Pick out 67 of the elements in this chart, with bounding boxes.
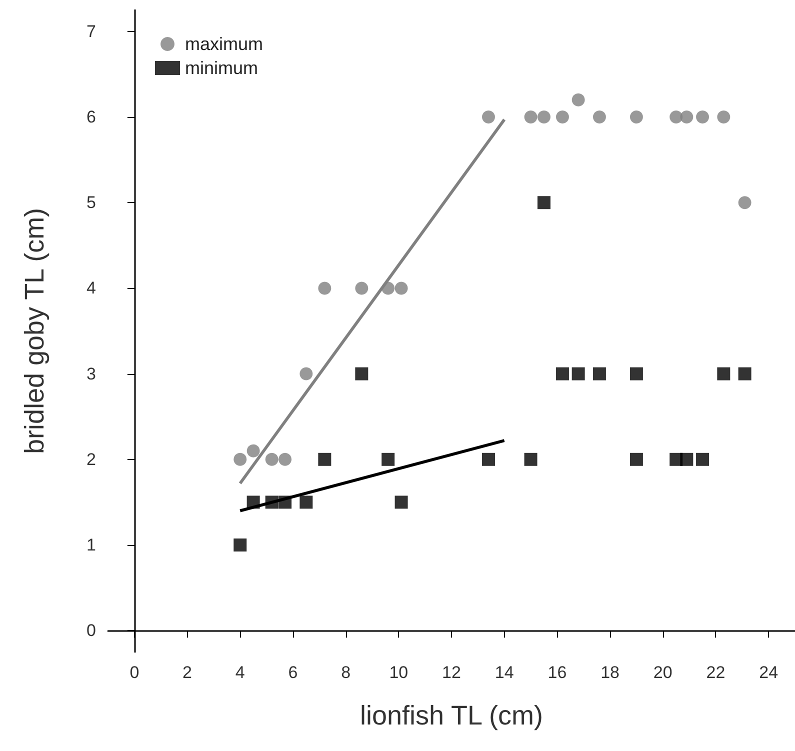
point — [572, 93, 585, 106]
x-tick-label: 16 — [548, 663, 567, 682]
y-tick-label: 2 — [86, 450, 96, 469]
y-tick-label: 7 — [86, 22, 96, 41]
point — [717, 367, 730, 380]
point — [556, 367, 569, 380]
y-tick-label: 5 — [86, 193, 96, 212]
point — [696, 110, 710, 124]
x-tick-label: 24 — [759, 663, 778, 682]
point — [524, 110, 538, 124]
x-tick-label: 12 — [442, 663, 461, 682]
x-tick-label: 22 — [706, 663, 726, 682]
point — [234, 452, 247, 466]
point — [246, 496, 260, 509]
point — [355, 367, 368, 380]
x-tick-label: 8 — [341, 663, 351, 682]
legend-label: minimum — [185, 58, 258, 78]
x-tick-label: 10 — [389, 663, 408, 682]
point — [482, 452, 495, 466]
point — [680, 452, 694, 466]
point — [300, 496, 313, 509]
point — [482, 110, 495, 124]
point — [318, 452, 332, 466]
x-tick-label: 14 — [494, 663, 514, 682]
legend-label: maximum — [185, 34, 264, 54]
point — [537, 110, 550, 124]
x-axis-title: lionfish TL (cm) — [360, 700, 544, 730]
point — [738, 367, 752, 380]
point — [630, 110, 643, 124]
x-tick-label: 0 — [130, 663, 140, 682]
point — [234, 538, 247, 552]
point — [265, 496, 278, 509]
y-tick-label: 6 — [86, 108, 96, 126]
point — [556, 110, 569, 124]
x-tick-label: 6 — [288, 663, 298, 682]
point — [696, 452, 710, 466]
x-tick-label: 4 — [235, 663, 245, 682]
point — [355, 282, 368, 295]
point — [592, 367, 606, 380]
y-tick-label: 3 — [86, 364, 96, 384]
point — [717, 110, 730, 124]
point — [318, 282, 332, 295]
point — [524, 452, 538, 466]
point — [300, 367, 313, 380]
y-axis-title: bridled goby TL (cm) — [20, 208, 50, 454]
x-tick-label: 18 — [600, 663, 620, 682]
x-tick-label: 2 — [182, 663, 192, 682]
y-tick-label: 0 — [86, 621, 96, 640]
point — [265, 452, 278, 466]
point — [630, 452, 643, 466]
point — [630, 367, 643, 380]
x-tick-label: 20 — [653, 663, 672, 682]
point — [278, 496, 292, 509]
point — [246, 444, 260, 458]
point — [537, 196, 550, 210]
point — [572, 367, 585, 380]
point — [382, 452, 395, 466]
point — [670, 110, 683, 124]
point — [382, 282, 395, 295]
y-tick-label: 1 — [86, 536, 96, 554]
point — [738, 196, 752, 210]
y-tick-label: 4 — [86, 278, 96, 298]
point — [394, 282, 408, 295]
point — [680, 110, 694, 124]
point — [278, 452, 292, 466]
point — [394, 496, 408, 509]
point — [592, 110, 606, 124]
